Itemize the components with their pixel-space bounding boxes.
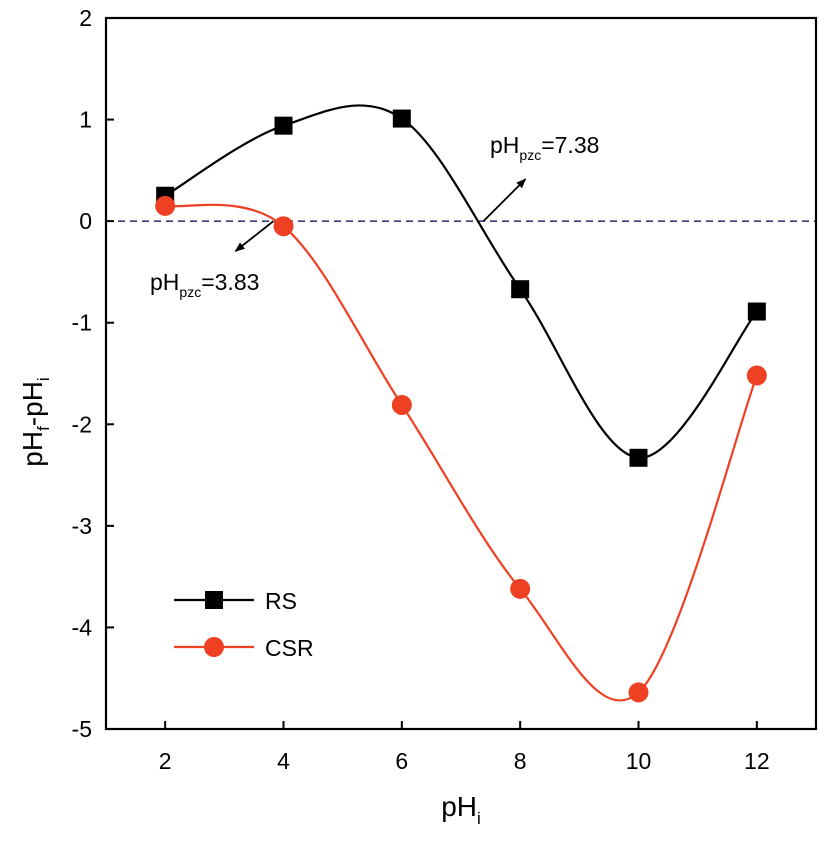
y-tick-label--5: -5 — [72, 716, 92, 742]
pzc-annotation-csr: pHpzc=3.83 — [150, 269, 259, 300]
x-axis-title: pHi — [441, 791, 481, 828]
x-tick-label-8: 8 — [514, 748, 527, 774]
data-point-csr-6 — [391, 394, 412, 415]
data-point-rs-10 — [629, 448, 648, 467]
x-tick-label-10: 10 — [626, 748, 652, 774]
y-axis-title: pHf-pHi — [17, 377, 53, 466]
y-tick-label--4: -4 — [72, 614, 93, 640]
x-tick-label-6: 6 — [395, 748, 408, 774]
x-tick-label-4: 4 — [277, 748, 290, 774]
data-point-csr-2 — [155, 195, 176, 216]
data-point-csr-4 — [273, 216, 294, 237]
plot-area — [106, 104, 816, 703]
data-point-rs-6 — [392, 109, 411, 128]
x-tick-label-12: 12 — [744, 748, 770, 774]
pzc-annotation-rs: pHpzc=7.38 — [490, 132, 599, 163]
legend-marker-csr — [204, 637, 224, 657]
legend-label-rs: RS — [265, 588, 297, 614]
data-point-rs-12 — [747, 302, 766, 321]
y-tick-label--1: -1 — [72, 310, 92, 336]
data-point-csr-12 — [746, 365, 767, 386]
legend: RS CSR — [174, 588, 314, 661]
data-point-csr-10 — [628, 682, 649, 703]
legend-marker-rs — [205, 591, 223, 609]
y-tick-label-0: 0 — [79, 208, 92, 234]
data-point-rs-4 — [274, 116, 293, 135]
data-point-csr-8 — [510, 578, 531, 599]
y-tick-label-1: 1 — [79, 107, 92, 133]
pzc-arrow-2 — [234, 220, 274, 252]
x-tick-label-2: 2 — [159, 748, 172, 774]
data-point-rs-8 — [511, 280, 530, 299]
pzc-arrow-1 — [482, 178, 527, 222]
y-tick-label-2: 2 — [79, 5, 92, 31]
y-tick-label--3: -3 — [72, 513, 92, 539]
plot-frame — [104, 16, 818, 731]
legend-label-csr: CSR — [265, 635, 314, 661]
y-tick-label--2: -2 — [72, 411, 92, 437]
